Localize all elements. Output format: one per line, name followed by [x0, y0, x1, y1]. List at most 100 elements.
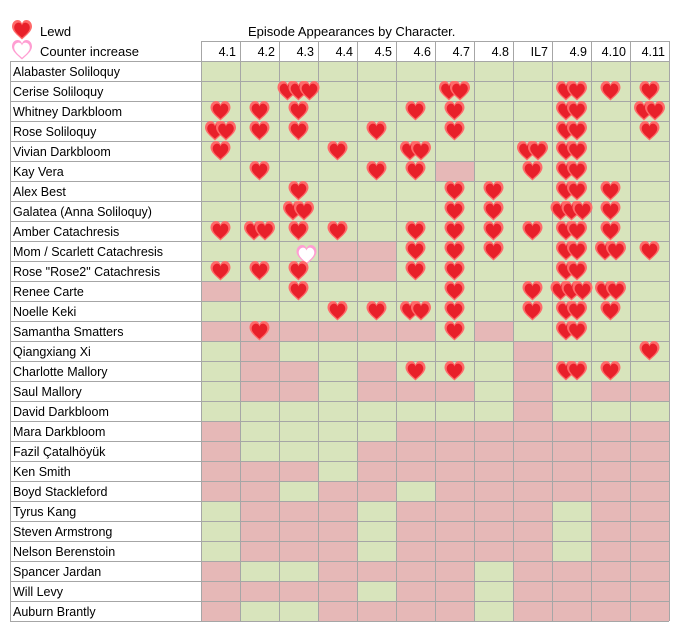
row-label-cell: [10, 521, 201, 541]
present-cell: [552, 381, 591, 401]
lewd-heart: [567, 241, 587, 261]
absent-cell: [435, 161, 474, 181]
present-cell: [240, 401, 279, 421]
present-cell: [279, 401, 318, 421]
absent-cell: [357, 241, 396, 261]
absent-cell: [396, 321, 435, 341]
present-cell: [279, 301, 318, 321]
present-cell: [396, 181, 435, 201]
present-cell: [240, 61, 279, 81]
row-label-cell: [10, 161, 201, 181]
present-cell: [357, 421, 396, 441]
absent-cell: [513, 461, 552, 481]
header-cell: [240, 41, 279, 61]
absent-cell: [279, 521, 318, 541]
absent-cell: [435, 381, 474, 401]
present-cell: [279, 341, 318, 361]
column-label: 4.6: [414, 45, 431, 59]
present-cell: [357, 221, 396, 241]
row-label-cell: [10, 361, 201, 381]
present-cell: [474, 81, 513, 101]
row-label: Mom / Scarlett Catachresis: [13, 245, 163, 259]
lewd-heart: [255, 221, 275, 241]
lewd-heart: [639, 241, 660, 261]
absent-cell: [396, 581, 435, 601]
absent-cell: [552, 441, 591, 461]
absent-cell: [279, 361, 318, 381]
lewd-heart: [450, 81, 470, 101]
present-cell: [474, 141, 513, 161]
lewd-heart: [444, 281, 465, 301]
present-cell: [435, 61, 474, 81]
present-cell: [396, 201, 435, 221]
absent-cell: [318, 601, 357, 621]
absent-cell: [552, 581, 591, 601]
absent-cell: [513, 581, 552, 601]
present-cell: [201, 61, 240, 81]
present-cell: [474, 261, 513, 281]
present-cell: [474, 401, 513, 421]
row-label-cell: [10, 541, 201, 561]
absent-cell: [591, 461, 630, 481]
lewd-heart: [405, 221, 426, 241]
absent-cell: [513, 361, 552, 381]
absent-cell: [552, 481, 591, 501]
present-cell: [591, 261, 630, 281]
absent-cell: [513, 521, 552, 541]
row-label-cell: [10, 421, 201, 441]
absent-cell: [513, 541, 552, 561]
absent-cell: [474, 441, 513, 461]
absent-cell: [201, 441, 240, 461]
row-label: Samantha Smatters: [13, 325, 123, 339]
row-label: Alabaster Soliloquy: [13, 65, 121, 79]
lewd-heart: [210, 101, 231, 121]
absent-cell: [435, 541, 474, 561]
present-cell: [201, 541, 240, 561]
lewd-heart: [405, 241, 426, 261]
header-cell: [201, 41, 240, 61]
lewd-heart: [444, 121, 465, 141]
present-cell: [474, 121, 513, 141]
present-cell: [630, 221, 669, 241]
present-cell: [591, 161, 630, 181]
header-cell: [591, 41, 630, 61]
lewd-heart: [288, 121, 309, 141]
header-cell: [513, 41, 552, 61]
row-label: Rose Soliloquy: [13, 125, 97, 139]
absent-cell: [240, 581, 279, 601]
present-cell: [201, 81, 240, 101]
present-cell: [435, 141, 474, 161]
absent-cell: [591, 501, 630, 521]
row-label: Vivian Darkbloom: [13, 145, 111, 159]
absent-cell: [630, 441, 669, 461]
lewd-heart: [444, 221, 465, 241]
absent-cell: [630, 461, 669, 481]
row-label: Whitney Darkbloom: [13, 105, 122, 119]
present-cell: [630, 301, 669, 321]
present-cell: [630, 161, 669, 181]
absent-cell: [435, 561, 474, 581]
present-cell: [474, 381, 513, 401]
header-cell: [396, 41, 435, 61]
legend-label-counter: Counter increase: [40, 44, 139, 59]
absent-cell: [357, 441, 396, 461]
lewd-heart: [366, 161, 387, 181]
absent-cell: [318, 261, 357, 281]
lewd-heart: [327, 301, 348, 321]
row-label: Auburn Brantly: [13, 605, 96, 619]
present-cell: [435, 401, 474, 421]
absent-cell: [474, 501, 513, 521]
counter-increase-heart-icon: [12, 40, 32, 60]
absent-cell: [396, 381, 435, 401]
present-cell: [513, 121, 552, 141]
lewd-heart: [366, 121, 387, 141]
header-cell: [318, 41, 357, 61]
absent-cell: [630, 421, 669, 441]
lewd-heart: [405, 101, 426, 121]
row-label-cell: [10, 401, 201, 421]
present-cell: [396, 121, 435, 141]
lewd-heart: [210, 141, 231, 161]
row-label: Steven Armstrong: [13, 525, 112, 539]
absent-cell: [201, 581, 240, 601]
legend: Lewd Counter increase: [12, 20, 139, 60]
